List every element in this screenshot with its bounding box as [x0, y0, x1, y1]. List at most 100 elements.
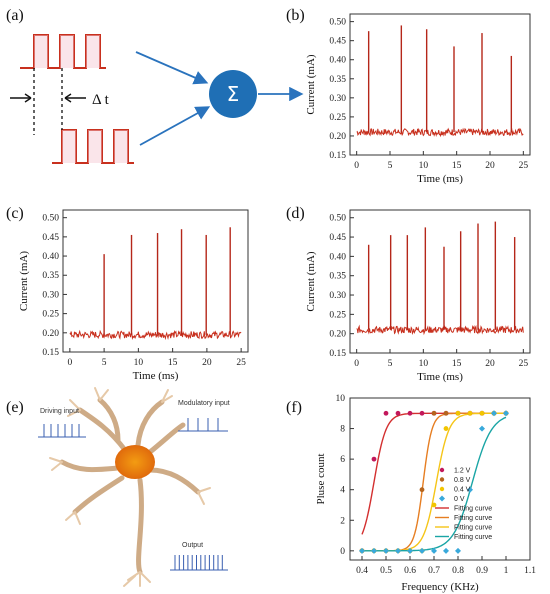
y-tick-label: 0.25 [329, 310, 346, 320]
panel-a-label: (a) [6, 7, 24, 24]
x-tick-label: 1 [504, 566, 509, 576]
y-tick-label: 4 [340, 486, 345, 496]
panel-c-label: (c) [6, 205, 24, 222]
data-point [431, 547, 437, 554]
x-tick-label: 5 [102, 358, 107, 368]
y-axis-title: Pluse count [315, 453, 327, 504]
data-point [419, 410, 425, 416]
y-tick-label: 0.35 [329, 75, 346, 85]
y-tick-label: 0.25 [42, 310, 59, 320]
driving-input-label: Driving input [40, 408, 79, 415]
panel-d-label: (d) [286, 205, 305, 222]
output-spikes [170, 555, 228, 571]
x-axis-title: Time (ms) [133, 370, 179, 382]
x-tick-label: 0.4 [356, 566, 368, 576]
data-point [443, 410, 449, 416]
y-tick-label: 0.50 [329, 214, 346, 224]
data-point [467, 486, 473, 493]
x-tick-label: 0 [354, 359, 359, 369]
data-point [503, 410, 509, 417]
y-tick-label: 0.35 [42, 271, 59, 281]
data-point [371, 547, 377, 554]
panel-e-label: (e) [6, 399, 24, 416]
data-point [383, 547, 389, 554]
data-point [395, 547, 401, 554]
y-tick-label: 0.35 [329, 272, 346, 282]
chart-f: 0 2 4 6 8 10 0.4 0.5 0.6 0.7 0.8 0.9 1 1.1 Frequency (… [315, 394, 536, 593]
x-tick-label: 10 [134, 358, 144, 368]
chart-d: 0.15 0.20 0.25 0.30 0.35 0.40 0.45 0.50 0 5 10 15 20… [305, 209, 531, 383]
legend-label: Fitting curve [454, 534, 492, 541]
modulatory-input-label: Modulatory input [178, 400, 230, 407]
y-tick-label: 0.20 [42, 329, 59, 339]
y-tick-label: 8 [340, 425, 345, 435]
x-tick-label: 0.5 [380, 566, 392, 576]
y-tick-label: 0.30 [329, 291, 346, 301]
x-tick-label: 0.9 [476, 566, 488, 576]
x-tick-label: 20 [485, 359, 495, 369]
y-tick-label: 0.45 [42, 233, 59, 243]
data-point [419, 487, 425, 493]
legend-label: 0 V [454, 496, 465, 503]
data-point [383, 410, 389, 416]
pulse-train-bottom [52, 129, 134, 164]
y-tick-label: 0.15 [329, 151, 346, 161]
plot-frame [349, 397, 531, 561]
baseline-trace [356, 127, 524, 138]
data-point [491, 410, 497, 417]
x-tick-label: 25 [519, 161, 529, 171]
y-tick-label: 0.15 [329, 349, 346, 359]
data-point [407, 410, 413, 416]
data-point [443, 547, 449, 554]
y-axis-title: Current (mA) [18, 251, 30, 312]
y-axis-title: Current (mA) [305, 54, 317, 115]
data-point [467, 410, 473, 416]
sigma-icon: Σ [227, 82, 240, 106]
panel-e-neuron: Driving input Modulatory input Output [38, 387, 230, 587]
chart-b: 0.15 0.20 0.25 0.30 0.35 0.40 0.45 0.50 0 5 10 15 20… [305, 13, 531, 185]
x-tick-label: 0.6 [404, 566, 416, 576]
legend-label: Fitting curve [454, 525, 492, 532]
y-tick-label: 0.50 [42, 214, 59, 224]
x-tick-label: 15 [452, 359, 462, 369]
y-tick-label: 0 [340, 547, 345, 557]
y-tick-label: 0.25 [329, 113, 346, 123]
arrow-top-to-sum [135, 51, 209, 85]
panel-a: (a) Δ t Σ [6, 7, 304, 164]
x-axis-title: Time (ms) [417, 173, 463, 185]
y-tick-label: 0.50 [329, 18, 346, 28]
x-tick-label: 0 [67, 358, 72, 368]
y-axis-title: Current (mA) [305, 251, 317, 312]
baseline-trace [356, 324, 524, 336]
data-point [479, 410, 485, 416]
data-point [455, 410, 461, 416]
data-point [431, 502, 437, 508]
driving-input-spikes [38, 424, 86, 438]
panel-f-label: (f) [286, 399, 302, 416]
x-tick-label: 20 [202, 358, 212, 368]
legend-label: 1.2 V [454, 468, 471, 475]
y-tick-label: 0.20 [329, 132, 346, 142]
data-point [407, 547, 413, 554]
legend-label: Fitting curve [454, 515, 492, 522]
legend-label: 0.4 V [454, 487, 471, 494]
y-tick-label: 0.15 [42, 348, 59, 358]
data-point [479, 425, 485, 432]
x-tick-label: 1.1 [524, 566, 536, 576]
x-tick-label: 5 [388, 161, 393, 171]
y-tick-label: 0.30 [329, 94, 346, 104]
y-tick-label: 6 [340, 455, 345, 465]
legend-label: 0.8 V [454, 477, 471, 484]
y-tick-label: 0.20 [329, 330, 346, 340]
x-tick-label: 0 [354, 161, 359, 171]
legend-label: Fitting curve [454, 506, 492, 513]
baseline-trace [69, 329, 242, 341]
y-tick-label: 0.45 [329, 233, 346, 243]
delta-t-label: Δ t [92, 92, 110, 108]
legend-marker [439, 467, 445, 473]
data-point [455, 547, 461, 554]
y-tick-label: 0.40 [42, 252, 59, 262]
x-tick-label: 25 [519, 359, 529, 369]
x-tick-label: 0.7 [428, 566, 440, 576]
